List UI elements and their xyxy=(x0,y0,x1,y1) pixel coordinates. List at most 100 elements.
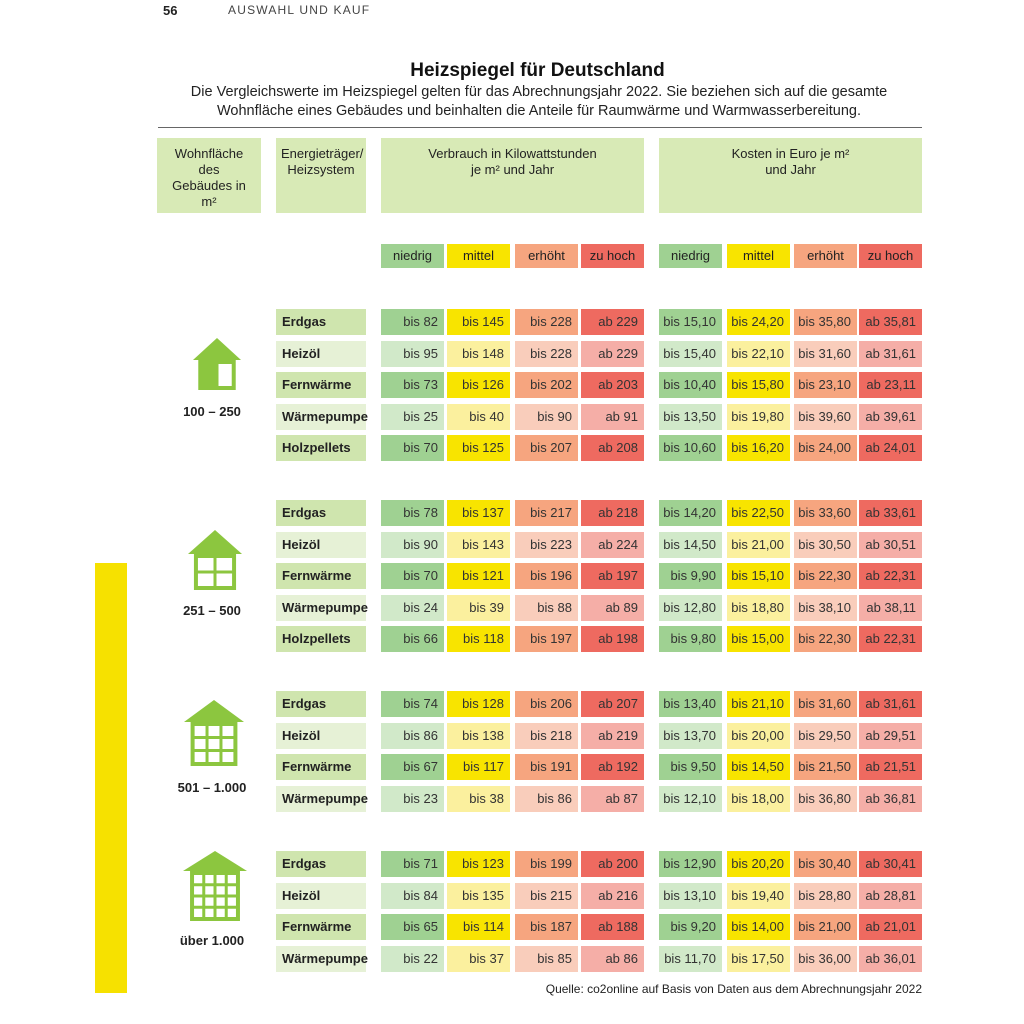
costs-cell: bis 14,50 xyxy=(659,532,722,558)
consumption-cell: bis 199 xyxy=(515,851,578,877)
consumption-cell: bis 125 xyxy=(447,435,510,461)
consumption-cell: bis 73 xyxy=(381,372,444,398)
consumption-cell: bis 138 xyxy=(447,723,510,749)
divider xyxy=(158,127,922,128)
costs-cell: bis 11,70 xyxy=(659,946,722,972)
costs-cell: bis 33,60 xyxy=(794,500,857,526)
energy-label: Erdgas xyxy=(276,309,366,335)
consumption-cell: bis 187 xyxy=(515,914,578,940)
consumption-cell: ab 229 xyxy=(581,309,644,335)
costs-cell: ab 21,01 xyxy=(859,914,922,940)
costs-cell: bis 15,40 xyxy=(659,341,722,367)
energy-label: Erdgas xyxy=(276,851,366,877)
energy-label: Fernwärme xyxy=(276,914,366,940)
consumption-cell: ab 208 xyxy=(581,435,644,461)
costs-cell: ab 28,81 xyxy=(859,883,922,909)
costs-cell: bis 9,80 xyxy=(659,626,722,652)
consumption-cell: bis 95 xyxy=(381,341,444,367)
costs-cell: bis 13,10 xyxy=(659,883,722,909)
costs-cell: bis 19,80 xyxy=(727,404,790,430)
level-costs-1: mittel xyxy=(727,244,790,268)
costs-cell: bis 9,90 xyxy=(659,563,722,589)
header-costs: Kosten in Euro je m² und Jahr xyxy=(659,138,922,213)
costs-cell: bis 39,60 xyxy=(794,404,857,430)
consumption-cell: bis 202 xyxy=(515,372,578,398)
costs-cell: bis 36,00 xyxy=(794,946,857,972)
costs-cell: bis 12,80 xyxy=(659,595,722,621)
costs-cell: bis 19,40 xyxy=(727,883,790,909)
costs-cell: bis 17,50 xyxy=(727,946,790,972)
header-area-label: Wohnfläche des Gebäudes in m² xyxy=(172,146,246,209)
page-subtitle: Die Vergleichswerte im Heizspiegel gelte… xyxy=(190,84,888,119)
costs-cell: bis 9,50 xyxy=(659,754,722,780)
costs-cell: bis 14,50 xyxy=(727,754,790,780)
costs-cell: ab 29,51 xyxy=(859,723,922,749)
costs-cell: bis 13,50 xyxy=(659,404,722,430)
consumption-cell: bis 191 xyxy=(515,754,578,780)
energy-label: Heizöl xyxy=(276,723,366,749)
consumption-cell: bis 223 xyxy=(515,532,578,558)
consumption-cell: bis 121 xyxy=(447,563,510,589)
area-range-label: 100 – 250 xyxy=(183,404,241,419)
consumption-cell: bis 218 xyxy=(515,723,578,749)
consumption-cell: bis 143 xyxy=(447,532,510,558)
costs-cell: bis 18,80 xyxy=(727,595,790,621)
area-range-label: 501 – 1.000 xyxy=(177,780,247,795)
consumption-cell: bis 148 xyxy=(447,341,510,367)
consumption-cell: bis 84 xyxy=(381,883,444,909)
energy-label: Heizöl xyxy=(276,532,366,558)
consumption-cell: bis 65 xyxy=(381,914,444,940)
consumption-cell: bis 24 xyxy=(381,595,444,621)
consumption-cell: ab 203 xyxy=(581,372,644,398)
energy-label: Wärmepumpe xyxy=(276,404,368,430)
costs-cell: bis 22,50 xyxy=(727,500,790,526)
costs-cell: bis 29,50 xyxy=(794,723,857,749)
costs-cell: bis 24,00 xyxy=(794,435,857,461)
consumption-cell: bis 118 xyxy=(447,626,510,652)
consumption-cell: bis 137 xyxy=(447,500,510,526)
page-title: Heizspiegel für Deutschland xyxy=(410,60,665,81)
consumption-cell: ab 218 xyxy=(581,500,644,526)
large-apartment-building-icon xyxy=(183,851,247,921)
page-number: 56 xyxy=(163,3,178,18)
costs-cell: bis 15,00 xyxy=(727,626,790,652)
consumption-cell: bis 217 xyxy=(515,500,578,526)
energy-label: Fernwärme xyxy=(276,563,366,589)
consumption-cell: ab 229 xyxy=(581,341,644,367)
costs-cell: bis 16,20 xyxy=(727,435,790,461)
level-consumption-3: zu hoch xyxy=(581,244,644,268)
header-consumption: Verbrauch in Kilowattstunden je m² und J… xyxy=(381,138,644,213)
consumption-cell: bis 78 xyxy=(381,500,444,526)
costs-cell: ab 21,51 xyxy=(859,754,922,780)
consumption-cell: bis 71 xyxy=(381,851,444,877)
costs-cell: bis 31,60 xyxy=(794,691,857,717)
energy-label: Fernwärme xyxy=(276,754,366,780)
costs-cell: bis 20,00 xyxy=(727,723,790,749)
apartment-building-icon xyxy=(184,700,244,766)
level-consumption-1: mittel xyxy=(447,244,510,268)
costs-cell: ab 36,01 xyxy=(859,946,922,972)
consumption-cell: bis 88 xyxy=(515,595,578,621)
costs-cell: ab 36,81 xyxy=(859,786,922,812)
consumption-cell: ab 197 xyxy=(581,563,644,589)
costs-cell: ab 22,31 xyxy=(859,563,922,589)
area-range-label: 251 – 500 xyxy=(183,603,241,618)
consumption-cell: ab 216 xyxy=(581,883,644,909)
consumption-cell: bis 90 xyxy=(381,532,444,558)
costs-cell: bis 9,20 xyxy=(659,914,722,940)
consumption-cell: bis 74 xyxy=(381,691,444,717)
consumption-cell: bis 40 xyxy=(447,404,510,430)
energy-label: Heizöl xyxy=(276,341,366,367)
costs-cell: bis 15,10 xyxy=(727,563,790,589)
consumption-cell: bis 206 xyxy=(515,691,578,717)
level-consumption-0: niedrig xyxy=(381,244,444,268)
source-note: Quelle: co2online auf Basis von Daten au… xyxy=(545,982,922,996)
consumption-cell: ab 192 xyxy=(581,754,644,780)
costs-cell: bis 30,40 xyxy=(794,851,857,877)
consumption-cell: ab 224 xyxy=(581,532,644,558)
consumption-cell: ab 91 xyxy=(581,404,644,430)
consumption-cell: bis 67 xyxy=(381,754,444,780)
consumption-cell: ab 219 xyxy=(581,723,644,749)
consumption-cell: bis 228 xyxy=(515,309,578,335)
consumption-cell: bis 85 xyxy=(515,946,578,972)
